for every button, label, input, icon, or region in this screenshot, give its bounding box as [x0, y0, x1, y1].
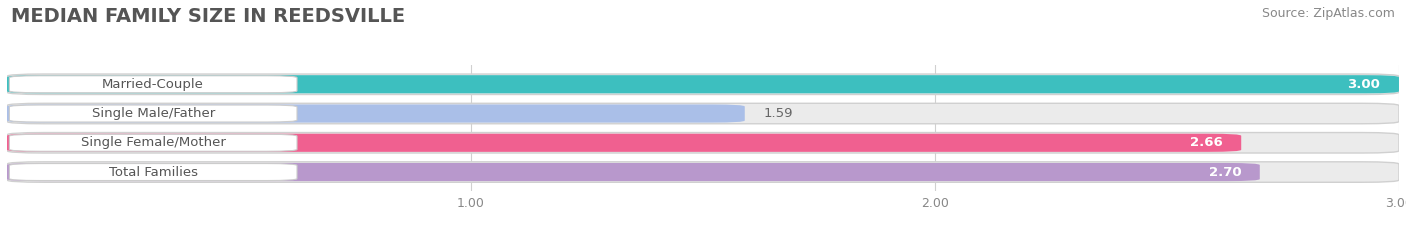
- Text: Single Male/Father: Single Male/Father: [91, 107, 215, 120]
- FancyBboxPatch shape: [7, 74, 1399, 95]
- FancyBboxPatch shape: [7, 163, 1260, 181]
- Text: 2.66: 2.66: [1189, 136, 1223, 149]
- FancyBboxPatch shape: [7, 104, 745, 123]
- FancyBboxPatch shape: [7, 103, 1399, 124]
- FancyBboxPatch shape: [7, 133, 1399, 153]
- Text: Single Female/Mother: Single Female/Mother: [80, 136, 225, 149]
- Text: Total Families: Total Families: [108, 165, 198, 178]
- Text: Married-Couple: Married-Couple: [103, 78, 204, 91]
- FancyBboxPatch shape: [7, 134, 1241, 152]
- FancyBboxPatch shape: [10, 134, 297, 151]
- FancyBboxPatch shape: [10, 105, 297, 122]
- Text: 3.00: 3.00: [1347, 78, 1381, 91]
- Text: 2.70: 2.70: [1209, 165, 1241, 178]
- FancyBboxPatch shape: [7, 75, 1399, 93]
- Text: Source: ZipAtlas.com: Source: ZipAtlas.com: [1261, 7, 1395, 20]
- FancyBboxPatch shape: [7, 162, 1399, 182]
- FancyBboxPatch shape: [10, 164, 297, 181]
- FancyBboxPatch shape: [10, 76, 297, 93]
- Text: MEDIAN FAMILY SIZE IN REEDSVILLE: MEDIAN FAMILY SIZE IN REEDSVILLE: [11, 7, 405, 26]
- Text: 1.59: 1.59: [763, 107, 793, 120]
